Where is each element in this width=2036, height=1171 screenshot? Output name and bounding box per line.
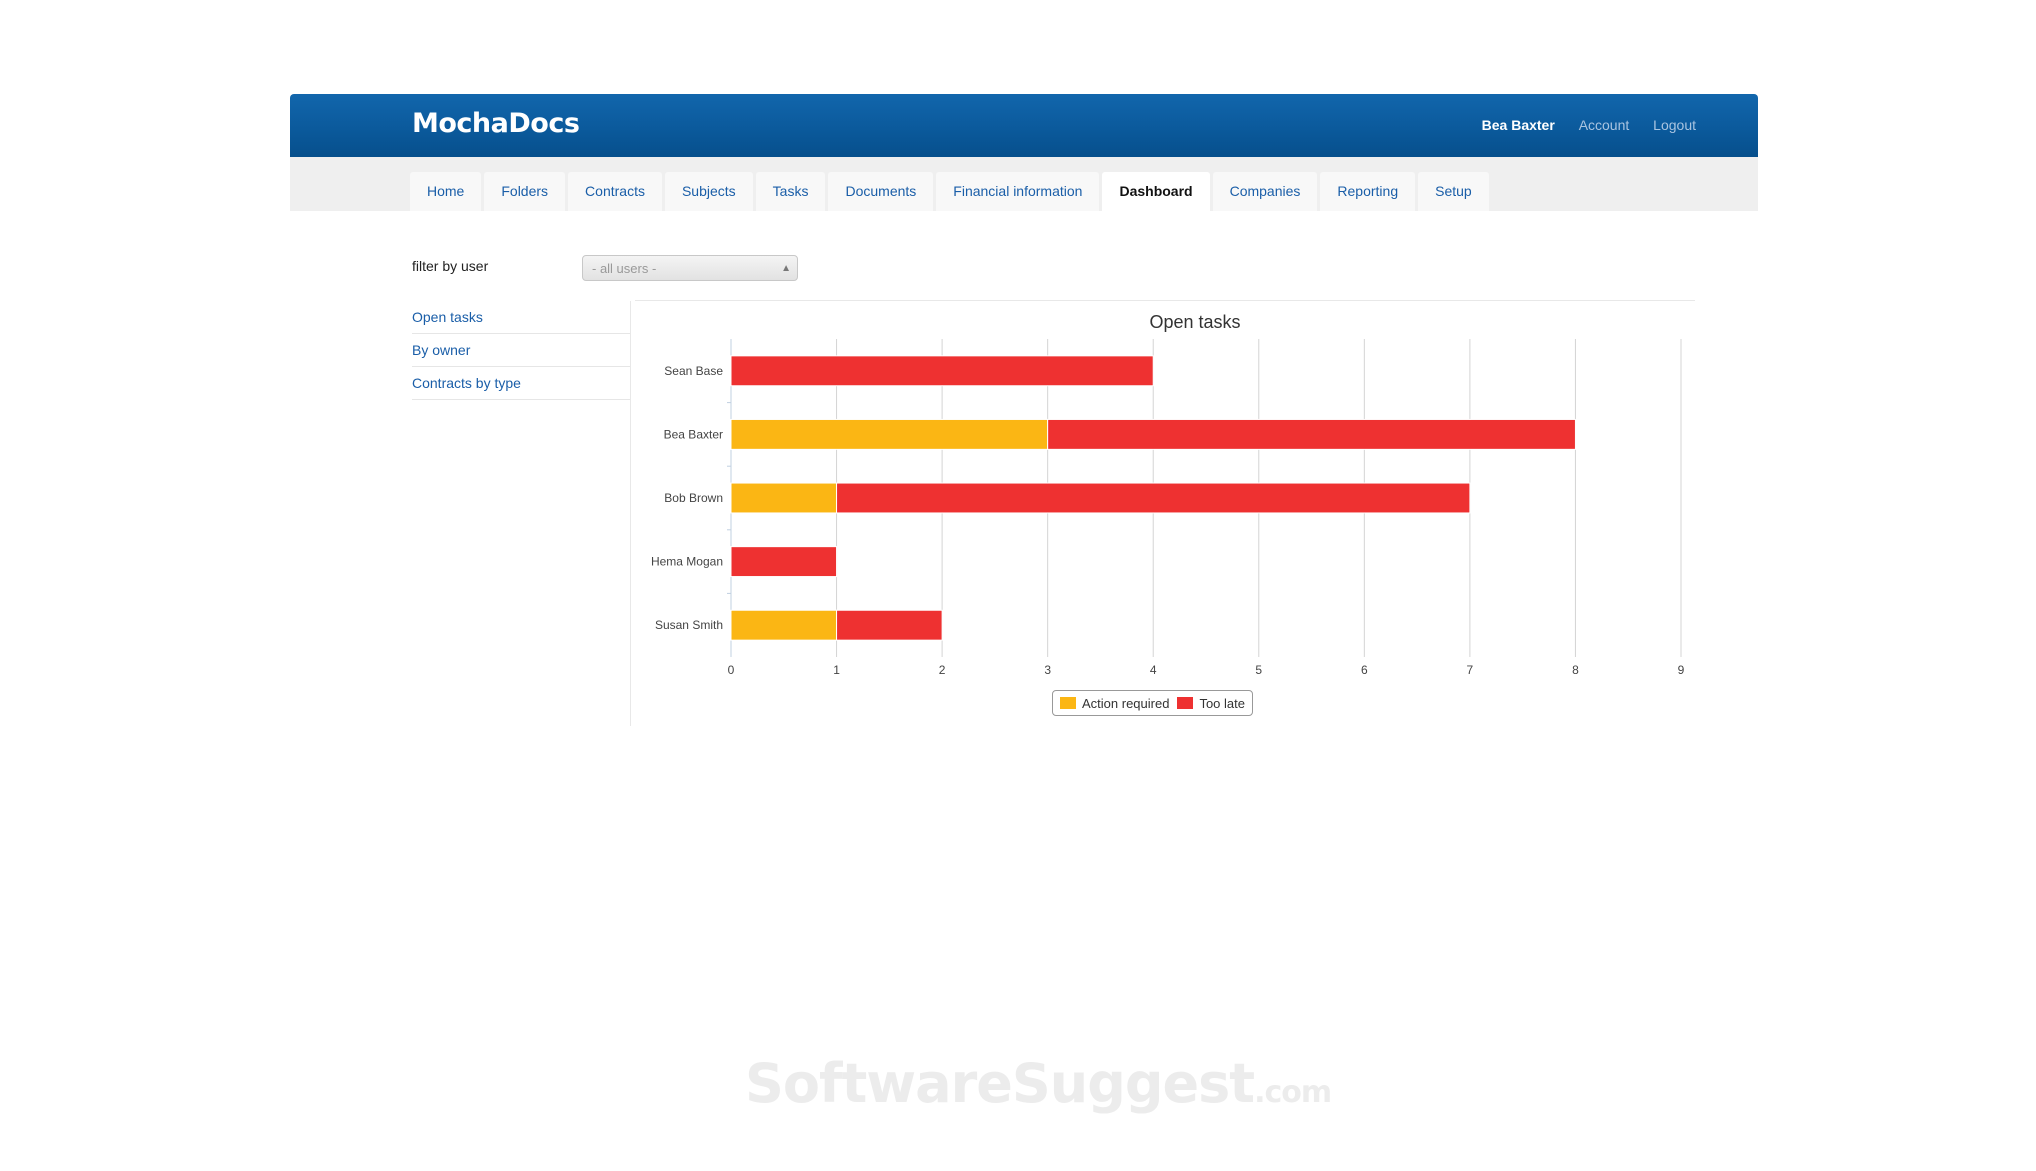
tab-home[interactable]: Home	[410, 172, 482, 211]
x-tick-label-8: 8	[1572, 663, 1579, 677]
x-tick-label-0: 0	[728, 663, 735, 677]
select-arrows-icon: ▲	[781, 263, 791, 274]
tab-documents[interactable]: Documents	[828, 172, 934, 211]
legend-label-too-late: Too late	[1199, 695, 1245, 711]
x-tick-label-4: 4	[1150, 663, 1157, 677]
x-tick-label-5: 5	[1255, 663, 1262, 677]
bar-too-late	[730, 546, 838, 578]
watermark-text: SoftwareSuggest	[745, 1052, 1255, 1115]
chart-legend: Action required Too late	[1052, 690, 1253, 716]
chart-title: Open tasks	[1149, 312, 1241, 332]
x-tick-label-2: 2	[939, 663, 946, 677]
bar-action-required	[730, 418, 1049, 450]
tab-companies[interactable]: Companies	[1212, 172, 1318, 211]
user-filter-value: - all users -	[592, 261, 657, 276]
bar-too-late	[836, 482, 1471, 514]
y-category-label: Bea Baxter	[664, 427, 723, 441]
legend-item-action-required[interactable]: Action required	[1060, 696, 1169, 711]
account-link[interactable]: Account	[1578, 117, 1630, 133]
y-category-label: Susan Smith	[655, 618, 723, 632]
bar-action-required	[730, 609, 838, 641]
app-logo[interactable]: MochaDocs	[412, 108, 580, 139]
current-user-name: Bea Baxter	[1481, 117, 1555, 133]
x-tick-label-7: 7	[1467, 663, 1474, 677]
sidebar-item-contracts-by-type[interactable]: Contracts by type	[412, 367, 630, 400]
tab-subjects[interactable]: Subjects	[664, 172, 753, 211]
tab-dashboard[interactable]: Dashboard	[1102, 172, 1210, 211]
tab-contracts[interactable]: Contracts	[568, 172, 662, 211]
tab-setup[interactable]: Setup	[1418, 172, 1489, 211]
dashboard-sidebar: Open tasks By owner Contracts by type	[412, 301, 630, 400]
legend-item-too-late[interactable]: Too late	[1177, 696, 1245, 711]
bar-too-late	[836, 609, 943, 641]
filter-row: filter by user - all users - ▲	[412, 248, 1712, 288]
tab-financial-information[interactable]: Financial information	[936, 172, 1100, 211]
legend-swatch-action-required	[1060, 697, 1076, 709]
tab-reporting[interactable]: Reporting	[1320, 172, 1416, 211]
x-tick-label-6: 6	[1361, 663, 1368, 677]
bar-action-required	[730, 482, 838, 514]
content-divider	[635, 300, 1695, 301]
bar-too-late	[1047, 418, 1576, 450]
y-category-label: Sean Base	[664, 364, 723, 378]
tab-folders[interactable]: Folders	[484, 172, 566, 211]
user-links: Bea Baxter Account Logout	[1462, 117, 1696, 133]
x-tick-label-1: 1	[833, 663, 840, 677]
x-tick-label-3: 3	[1044, 663, 1051, 677]
filter-by-user-label: filter by user	[412, 258, 489, 274]
main-tabs: Home Folders Contracts Subjects Tasks Do…	[410, 172, 1492, 211]
sidebar-item-by-owner[interactable]: By owner	[412, 334, 630, 367]
logout-link[interactable]: Logout	[1653, 117, 1696, 133]
bar-too-late	[730, 355, 1154, 387]
x-tick-label-9: 9	[1678, 663, 1685, 677]
sidebar-divider	[630, 301, 631, 726]
legend-label-action-required: Action required	[1082, 695, 1170, 711]
app-window: MochaDocs Bea Baxter Account Logout Home…	[290, 94, 1758, 726]
sidebar-item-open-tasks[interactable]: Open tasks	[412, 301, 630, 334]
user-filter-select[interactable]: - all users - ▲	[582, 255, 798, 281]
y-category-label: Hema Mogan	[651, 555, 723, 569]
main-nav-bar: Home Folders Contracts Subjects Tasks Do…	[290, 157, 1758, 211]
softwaresuggest-watermark: SoftwareSuggest.com	[745, 1052, 1332, 1115]
top-header: MochaDocs Bea Baxter Account Logout	[290, 94, 1758, 157]
legend-swatch-too-late	[1177, 697, 1194, 709]
tab-tasks[interactable]: Tasks	[755, 172, 826, 211]
open-tasks-chart: 0 1 2 3 4 5 6 7 8 9 Sean Base Bea Baxter Bob Brown He…	[651, 339, 1685, 677]
y-category-label: Bob Brown	[664, 491, 723, 505]
watermark-suffix: .com	[1254, 1075, 1332, 1110]
